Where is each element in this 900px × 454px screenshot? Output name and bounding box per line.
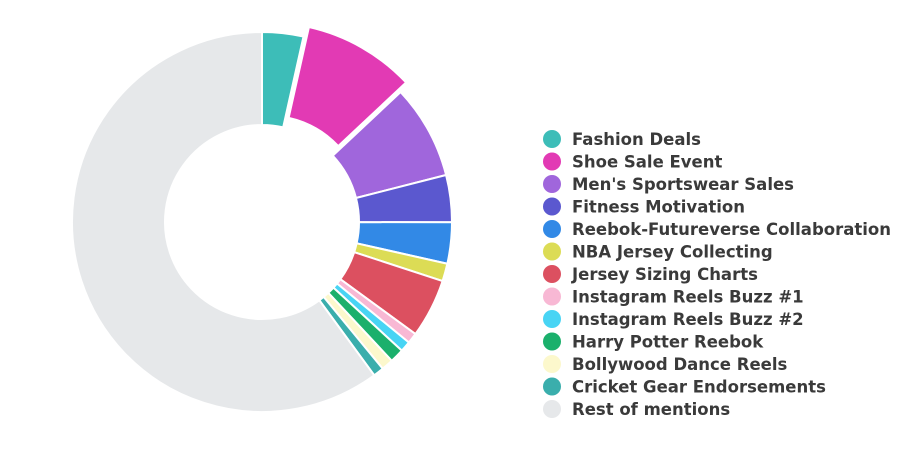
legend-label: NBA Jersey Collecting	[572, 243, 773, 262]
legend-swatch	[543, 400, 561, 418]
legend-swatch	[543, 130, 561, 148]
legend-swatch	[543, 220, 561, 238]
slice-shoe-sale-event[interactable]	[287, 26, 408, 148]
legend-swatch	[543, 355, 561, 373]
legend-item-jersey-sizing-charts[interactable]: Jersey Sizing Charts	[543, 265, 758, 284]
legend-swatch	[543, 175, 561, 193]
legend-label: Jersey Sizing Charts	[571, 265, 758, 284]
legend-swatch	[543, 332, 561, 351]
slice-rest-of-mentions[interactable]	[71, 31, 376, 413]
legend-swatch	[543, 152, 561, 171]
legend-label: Men's Sportswear Sales	[572, 175, 794, 194]
legend-item-reebok-futureverse-collaboration[interactable]: Reebok-Futureverse Collaboration	[543, 220, 891, 239]
legend-label: Instagram Reels Buzz #2	[572, 310, 804, 329]
legend-item-bollywood-dance-reels[interactable]: Bollywood Dance Reels	[543, 355, 787, 374]
legend-swatch	[543, 265, 561, 283]
legend-label: Shoe Sale Event	[572, 153, 722, 172]
legend-item-nba-jersey-collecting[interactable]: NBA Jersey Collecting	[543, 242, 773, 262]
legend-label: Instagram Reels Buzz #1	[572, 288, 804, 307]
legend-item-cricket-gear-endorsements[interactable]: Cricket Gear Endorsements	[543, 377, 826, 397]
legend-item-rest-of-mentions[interactable]: Rest of mentions	[543, 400, 730, 419]
legend-swatch	[543, 310, 561, 328]
legend-label: Bollywood Dance Reels	[572, 355, 787, 374]
legend-label: Fitness Motivation	[572, 198, 745, 217]
legend-swatch	[543, 242, 561, 261]
legend-label: Rest of mentions	[572, 400, 730, 419]
legend-label: Fashion Deals	[572, 130, 701, 149]
slice-fashion-deals[interactable]	[261, 31, 305, 129]
legend-item-men-s-sportswear-sales[interactable]: Men's Sportswear Sales	[543, 175, 794, 194]
legend-item-harry-potter-reebok[interactable]: Harry Potter Reebok	[543, 332, 764, 352]
legend-label: Cricket Gear Endorsements	[572, 378, 826, 397]
legend-item-shoe-sale-event[interactable]: Shoe Sale Event	[543, 152, 722, 172]
legend-label: Harry Potter Reebok	[572, 333, 764, 352]
donut-slices	[71, 26, 454, 413]
legend-swatch	[543, 197, 561, 216]
legend-swatch	[543, 377, 561, 396]
legend-item-fashion-deals[interactable]: Fashion Deals	[543, 130, 701, 149]
legend: Fashion Deals Shoe Sale Event Men's Sports…	[543, 130, 891, 419]
legend-item-instagram-reels-buzz-2[interactable]: Instagram Reels Buzz #2	[543, 310, 804, 329]
legend-label: Reebok-Futureverse Collaboration	[572, 220, 891, 239]
legend-item-fitness-motivation[interactable]: Fitness Motivation	[543, 197, 745, 217]
legend-item-instagram-reels-buzz-1[interactable]: Instagram Reels Buzz #1	[543, 287, 804, 307]
legend-swatch	[543, 287, 561, 306]
